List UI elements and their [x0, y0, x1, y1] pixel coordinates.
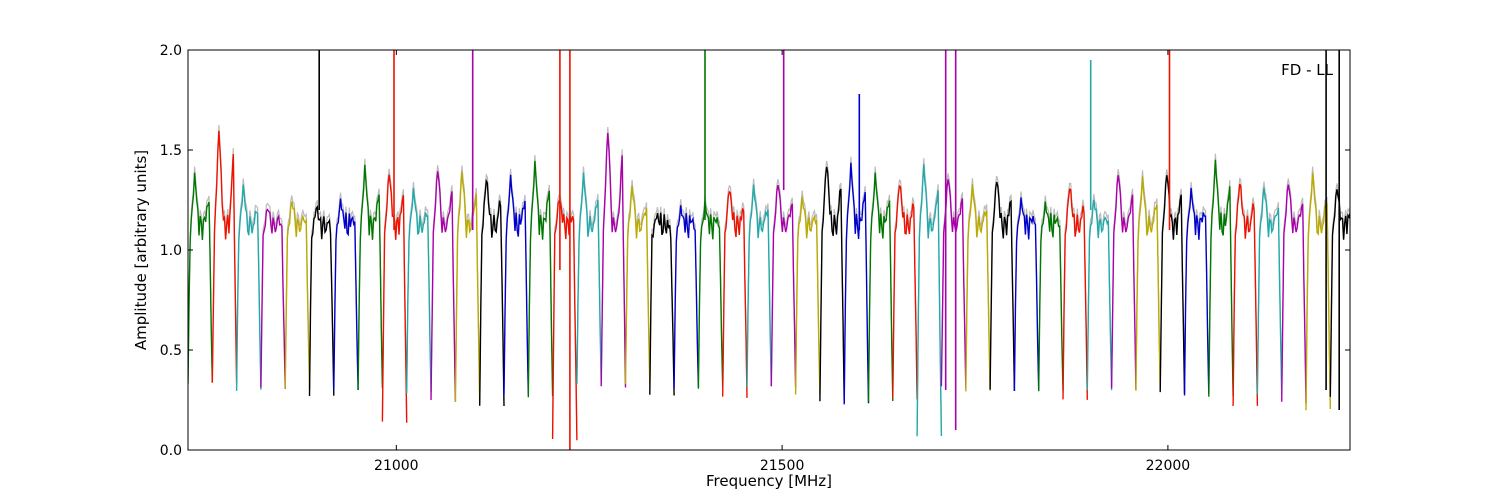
y-tick-label: 2.0 [160, 43, 182, 59]
channel-trace [406, 187, 432, 394]
channel-trace [1086, 199, 1113, 391]
channel-trace [1038, 201, 1064, 392]
y-tick-label: 0.5 [160, 343, 182, 359]
background-trace [1086, 193, 1113, 385]
background-trace [1038, 195, 1064, 386]
channel-trace [357, 164, 384, 390]
channel-trace [1329, 189, 1350, 397]
channel-trace [600, 132, 627, 388]
channel-trace [527, 160, 554, 398]
channel-trace [235, 184, 262, 391]
channel-trace [746, 184, 772, 387]
channel-trace [722, 190, 748, 398]
y-tick-label: 0.0 [160, 443, 182, 459]
y-tick-label: 1.0 [160, 243, 182, 259]
channel-trace [892, 184, 918, 400]
channel-trace [576, 172, 602, 384]
background-trace [333, 192, 359, 385]
channel-trace [1256, 187, 1283, 395]
channel-trace [284, 201, 311, 389]
channel-trace [503, 174, 529, 396]
y-tick-label: 1.5 [160, 143, 182, 159]
background-trace [1183, 181, 1210, 390]
channel-trace [430, 171, 457, 402]
channel-trace [770, 184, 797, 388]
channel-trace [1232, 183, 1259, 407]
chart-annotation: FD - LL [1281, 61, 1333, 79]
spike-layer [318, 50, 1340, 450]
x-tick-label: 21500 [760, 458, 805, 474]
channel-trace [1110, 175, 1137, 390]
channel-trace [794, 196, 821, 395]
series-layer [188, 124, 1350, 441]
channel-trace [989, 181, 1016, 392]
channel-trace [479, 178, 505, 407]
channel-trace [260, 208, 286, 389]
channel-trace [819, 166, 845, 403]
channel-trace [697, 201, 724, 389]
background-trace [284, 195, 311, 383]
background-trace [795, 190, 821, 389]
y-axis-title: Amplitude [arbitrary units] [132, 150, 150, 350]
background-trace [673, 199, 699, 382]
channel-trace [1062, 188, 1088, 400]
channel-trace [551, 199, 578, 441]
x-tick-label: 22000 [1146, 458, 1191, 474]
channel-trace [1281, 184, 1307, 404]
channel-trace [624, 185, 651, 385]
channel-trace [1135, 176, 1161, 391]
channel-trace [673, 205, 700, 388]
channel-trace [965, 184, 991, 392]
x-tick-label: 21000 [374, 458, 419, 474]
channel-trace [333, 198, 359, 391]
channel-trace [649, 212, 675, 396]
background-trace [1013, 191, 1040, 386]
channel-trace [308, 204, 335, 397]
channel-trace [188, 172, 213, 384]
x-axis-title: Frequency [MHz] [706, 472, 832, 490]
channel-trace [1013, 197, 1040, 392]
channel-trace [867, 172, 894, 403]
channel-trace [1159, 175, 1186, 394]
background-trace [697, 195, 724, 383]
channel-trace [1208, 159, 1234, 397]
tick-layer: 0.0 0.5 1.0 1.5 2.0 21000 21500 22000 [160, 43, 1350, 474]
channel-trace [916, 164, 943, 437]
channel-trace [211, 130, 238, 384]
channel-trace [454, 171, 481, 403]
channel-trace [1183, 187, 1210, 396]
channel-trace [843, 162, 870, 405]
